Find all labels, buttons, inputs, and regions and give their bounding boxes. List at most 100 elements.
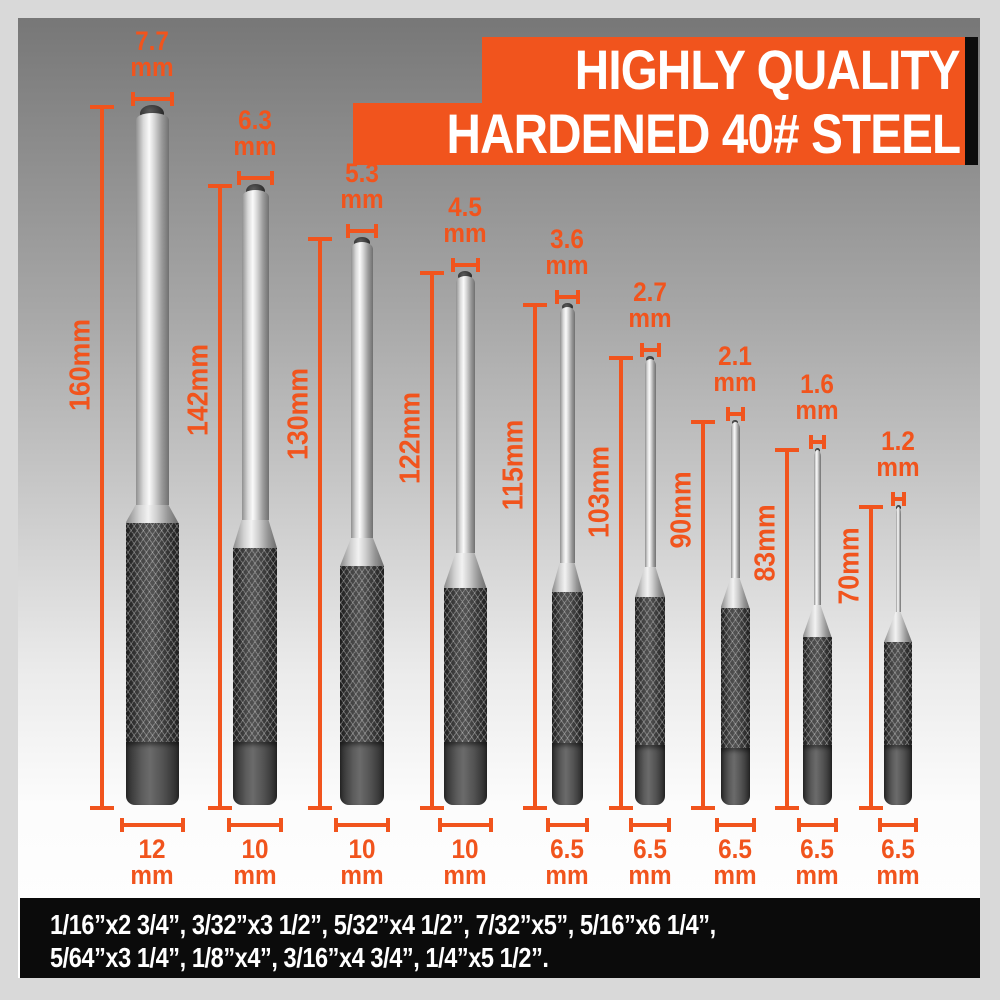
bracket-tick-right — [751, 818, 756, 832]
bracket-tick-left — [714, 818, 719, 832]
length-label: 142mm — [182, 344, 215, 436]
length-tick-top — [208, 184, 232, 188]
tip-diameter-bracket — [890, 492, 906, 506]
punch-cap — [884, 745, 912, 805]
bracket-bar — [796, 823, 838, 827]
tip-diameter-bracket — [554, 290, 580, 304]
body-diameter-bracket — [334, 818, 390, 832]
bracket-tick-left — [545, 818, 550, 832]
length-dimension-line — [318, 239, 322, 810]
tip-diameter-bracket — [639, 343, 661, 357]
body-diameter-unit: mm — [130, 860, 174, 890]
bracket-bar — [890, 497, 906, 501]
bracket-tick-right — [269, 171, 274, 185]
punch-shaft — [895, 507, 901, 612]
punch-shaft — [135, 113, 169, 505]
bracket-bar — [130, 97, 174, 101]
punch-cap — [340, 742, 384, 805]
tip-diameter-unit: mm — [713, 367, 757, 397]
body-diameter-value: 6.5 — [718, 834, 752, 864]
bracket-bar — [808, 440, 826, 444]
body-diameter-unit: mm — [340, 860, 384, 890]
body-diameter-label: 10 mm — [233, 834, 276, 889]
bracket-bar — [554, 295, 580, 299]
bracket-bar — [545, 823, 589, 827]
bracket-bar — [437, 823, 493, 827]
banner-right-shadow — [965, 37, 978, 165]
length-label: 90mm — [665, 471, 698, 549]
bracket-tick-right — [374, 224, 378, 238]
bracket-bar — [878, 823, 918, 827]
punch-shaft — [455, 276, 475, 553]
body-diameter-bracket — [714, 818, 756, 832]
body-diameter-bracket — [796, 818, 838, 832]
length-tick-top — [691, 420, 715, 424]
length-dimension-line — [218, 186, 222, 810]
tip-diameter-unit: mm — [340, 184, 384, 214]
length-tick-top — [609, 356, 633, 360]
banner-title-line1: HIGHLY QUALITY — [575, 38, 961, 101]
length-label: 160mm — [64, 319, 97, 411]
punch-shaft — [559, 307, 575, 563]
body-diameter-unit: mm — [876, 860, 920, 890]
length-tick-bottom — [859, 806, 883, 810]
tip-diameter-bracket — [346, 224, 378, 238]
body-diameter-unit: mm — [628, 860, 672, 890]
bracket-tick-left — [236, 171, 241, 185]
tip-diameter-value: 1.6 — [800, 369, 834, 399]
tip-diameter-label: 1.2 mm — [876, 428, 919, 481]
body-diameter-label: 6.5 mm — [545, 836, 588, 889]
footer-spec-line2: 5/64”x3 1/4”, 1/8”x4”, 3/16”x4 3/4”, 1/4… — [50, 942, 549, 973]
body-diameter-value: 6.5 — [800, 834, 834, 864]
body-diameter-bracket — [437, 818, 493, 832]
length-label: 83mm — [749, 504, 782, 582]
punch-grip-knurl — [802, 637, 832, 745]
punch-shaft — [241, 190, 269, 520]
tip-diameter-unit: mm — [628, 303, 672, 333]
bracket-bar — [725, 412, 745, 416]
body-diameter-bracket — [119, 818, 185, 832]
length-dimension-line — [619, 358, 623, 810]
punch-cap — [125, 742, 179, 805]
body-diameter-value: 10 — [241, 834, 269, 864]
bracket-tick-right — [575, 290, 580, 304]
bracket-tick-left — [450, 258, 455, 272]
tip-diameter-label: 1.6 mm — [795, 369, 838, 424]
punch-grip-knurl — [635, 597, 665, 745]
body-diameter-label: 6.5 mm — [795, 834, 838, 889]
length-tick-top — [90, 105, 114, 109]
bracket-tick-left — [808, 435, 813, 449]
tip-diameter-label: 7.7 mm — [130, 26, 173, 81]
length-tick-bottom — [90, 806, 114, 810]
bracket-tick-left — [227, 818, 231, 832]
bracket-tick-right — [667, 818, 671, 832]
bracket-tick-left — [639, 343, 644, 357]
length-tick-bottom — [208, 806, 232, 810]
tip-diameter-value: 2.7 — [633, 277, 667, 307]
body-diameter-label: 12 mm — [130, 836, 174, 890]
tip-diameter-value: 4.5 — [448, 192, 482, 222]
length-dimension-line — [430, 273, 434, 810]
punch-cap — [635, 745, 665, 805]
tip-diameter-value: 7.7 — [135, 26, 169, 56]
footer-spec-bar: 1/16”x2 3/4”, 3/32”x3 1/2”, 5/32”x4 1/2”… — [20, 898, 980, 978]
body-diameter-unit: mm — [713, 860, 757, 890]
length-label: 122mm — [394, 392, 427, 484]
bracket-tick-right — [169, 92, 174, 106]
bracket-tick-right — [833, 818, 838, 832]
length-tick-bottom — [308, 806, 332, 810]
length-tick-top — [420, 271, 444, 275]
tip-diameter-bracket — [725, 407, 745, 421]
tip-diameter-value: 5.3 — [345, 158, 379, 188]
length-tick-bottom — [523, 806, 547, 810]
punch-grip-knurl — [443, 588, 487, 742]
body-diameter-label: 6.5 mm — [713, 834, 757, 890]
punch-grip-knurl — [125, 523, 179, 742]
bracket-bar — [236, 176, 274, 180]
length-tick-top — [775, 448, 799, 452]
body-diameter-value: 6.5 — [881, 834, 915, 864]
length-dimension-line — [785, 450, 789, 810]
bracket-tick-left — [334, 818, 338, 832]
tip-diameter-label: 2.7 mm — [628, 277, 672, 333]
